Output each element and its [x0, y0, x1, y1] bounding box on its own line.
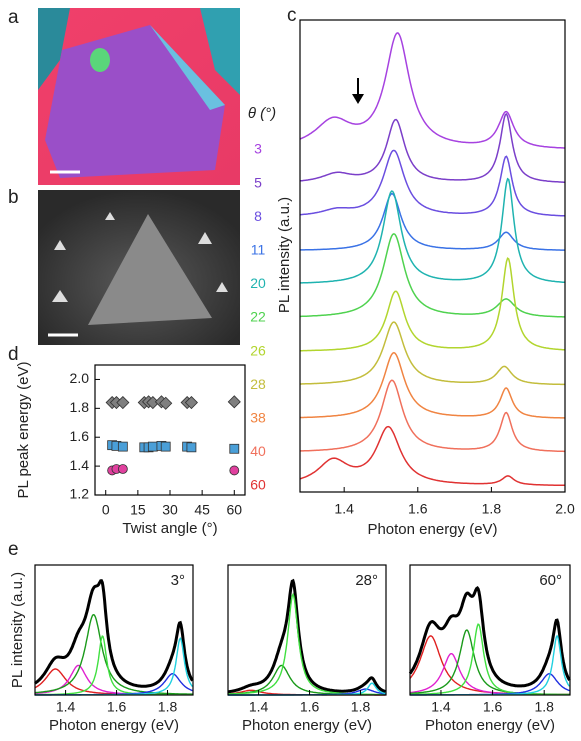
x-tick-label: 1.4	[334, 501, 354, 517]
point	[116, 395, 130, 410]
legend-label: 40	[250, 443, 266, 459]
panel-label: e	[8, 539, 19, 560]
legend-title: θ (°)	[248, 105, 276, 122]
x-tick-label: 1.6	[483, 699, 503, 715]
panel-label: c	[287, 5, 297, 26]
x-axis-label: Photon energy (eV)	[425, 717, 555, 734]
x-tick-label: 1.6	[107, 699, 127, 715]
spectrum	[300, 321, 565, 386]
point	[117, 464, 128, 474]
measured-spectrum	[227, 578, 386, 694]
x-axis-label: Photon energy (eV)	[367, 521, 497, 538]
panel-label: b	[8, 187, 19, 208]
fit-component	[35, 613, 193, 695]
x-tick-label: 0	[102, 502, 110, 518]
panel-label: a	[8, 7, 19, 28]
point	[229, 465, 240, 476]
y-axis-label: PL intensity (a.u.)	[9, 572, 26, 688]
spectrum	[299, 379, 565, 453]
x-tick-label: 15	[130, 502, 146, 518]
sem-image	[38, 190, 240, 345]
y-tick-label: 1.2	[70, 486, 90, 502]
spectrum	[300, 232, 565, 318]
x-axis-label: Twist angle (°)	[122, 520, 217, 537]
point	[184, 395, 198, 410]
spectrum	[299, 425, 565, 487]
point	[147, 441, 158, 452]
x-axis-label: Photon energy (eV)	[49, 717, 179, 734]
fit-component	[34, 668, 193, 696]
legend-label: 11	[251, 242, 266, 258]
y-tick-label: 1.8	[70, 399, 90, 415]
x-tick-label: 1.8	[534, 699, 554, 715]
y-tick-label: 1.4	[70, 457, 90, 473]
legend-label: 28	[250, 376, 266, 392]
point	[186, 442, 197, 453]
arrow	[352, 78, 364, 104]
annotation: 3°	[171, 572, 185, 589]
fit-component	[228, 592, 386, 696]
plot-frame	[94, 364, 246, 496]
spectrum	[300, 177, 566, 284]
annotation: 28°	[355, 572, 378, 589]
plot-frame	[34, 564, 194, 696]
point	[159, 396, 173, 410]
plot-frame	[299, 19, 566, 493]
x-tick-label: 30	[162, 502, 178, 518]
optical-image	[38, 8, 240, 185]
legend-label: 60	[250, 477, 266, 493]
x-tick-label: 1.8	[482, 501, 502, 517]
x-tick-label: 1.4	[249, 699, 269, 715]
measured-spectrum	[34, 579, 194, 688]
x-tick-label: 1.8	[351, 699, 371, 715]
x-tick-label: 1.8	[158, 699, 178, 715]
y-axis-label: PL intensity (a.u.)	[276, 197, 293, 313]
panel-label: d	[8, 344, 19, 365]
spectrum	[299, 149, 566, 217]
legend-label: 3	[254, 141, 262, 157]
x-tick-label: 1.4	[56, 699, 76, 715]
point	[229, 443, 240, 454]
y-tick-label: 1.6	[70, 428, 90, 444]
fit-component	[410, 623, 570, 696]
point	[117, 441, 128, 452]
x-tick-label: 2.0	[555, 501, 575, 517]
x-tick-label: 1.4	[431, 699, 451, 715]
legend-label: 8	[254, 208, 262, 224]
spectrum	[299, 113, 565, 183]
point	[227, 395, 241, 409]
legend-label: 38	[250, 410, 266, 426]
legend-label: 22	[250, 309, 266, 325]
measured-spectrum	[408, 586, 571, 688]
spectrum	[300, 351, 566, 419]
spectrum	[300, 257, 565, 352]
point	[160, 441, 171, 452]
x-tick-label: 60	[226, 502, 242, 518]
y-tick-label: 2.0	[70, 370, 90, 386]
legend-label: 20	[250, 275, 266, 291]
y-axis-label: PL peak energy (eV)	[15, 361, 32, 498]
spectrum	[299, 32, 565, 149]
legend-label: 26	[250, 342, 266, 358]
x-axis-label: Photon energy (eV)	[242, 717, 372, 734]
legend-label: 5	[254, 174, 262, 190]
x-tick-label: 1.6	[300, 699, 320, 715]
plot-frame	[227, 564, 387, 696]
annotation: 60°	[539, 572, 562, 589]
x-tick-label: 45	[194, 502, 210, 518]
plot-frame	[409, 564, 571, 696]
spectrum	[299, 192, 565, 251]
x-tick-label: 1.6	[408, 501, 428, 517]
